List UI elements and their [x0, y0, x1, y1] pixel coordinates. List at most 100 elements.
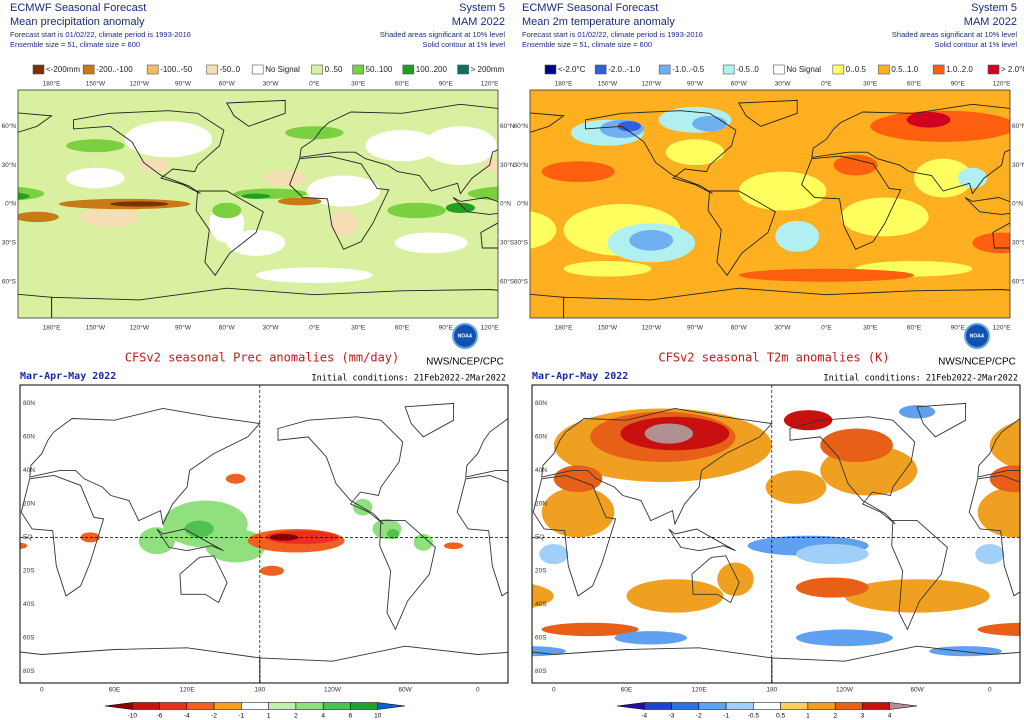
lon-label: 180°E [555, 324, 573, 332]
coastline [29, 407, 261, 526]
agency: NWS/NCEP/CPC [938, 357, 1016, 368]
anomaly-area [765, 470, 827, 504]
colorbar-segment [644, 702, 672, 710]
period: Mar-Apr-May 2022 [20, 371, 116, 382]
colorbar-segment [159, 702, 188, 710]
header-text: Forecast start is 01/02/22, climate peri… [10, 30, 191, 39]
legend-swatch [352, 64, 364, 75]
map-frame [19, 384, 509, 684]
anomaly-area [445, 202, 475, 214]
lon-label: 0 [40, 687, 44, 694]
map-layer [18, 99, 498, 318]
lon-label: 90°E [951, 80, 966, 88]
lon-label: 30°E [351, 80, 366, 88]
legend-swatch [402, 64, 415, 75]
coastline [668, 528, 736, 552]
lon-label: 150°W [86, 324, 106, 332]
colorbar-segment [698, 702, 727, 710]
anomaly-area [913, 158, 973, 198]
colorbar-segment [807, 702, 836, 710]
header-text: Mean 2m temperature anomaly [522, 16, 675, 28]
lon-label: 60°E [907, 80, 922, 88]
lon-label: 150°W [598, 80, 618, 88]
coastline [20, 647, 261, 683]
anomaly-area [833, 154, 878, 176]
panel-title: CFSv2 seasonal T2m anomalies (K) [658, 351, 889, 365]
anomaly-area [617, 121, 641, 132]
lon-label: 60W [398, 687, 412, 694]
anomaly-area [18, 192, 30, 200]
lat-label: 20S [23, 568, 35, 575]
legend-label: <-200mm [46, 65, 80, 74]
header-text: Solid contour at 1% level [934, 40, 1017, 49]
lon-label: 60°W [219, 80, 236, 88]
colorbar-label: -4 [641, 713, 647, 720]
colorbar-segment [862, 702, 890, 710]
lat-label: 0°N [500, 200, 511, 208]
lon-label: 60°W [731, 80, 748, 88]
anomaly-area [717, 562, 754, 596]
coastline [156, 528, 224, 552]
anomaly-area [66, 139, 125, 153]
ecmwf-panel: ECMWF Seasonal Forecast Mean precipitatio… [1, 2, 514, 332]
lon-label: 120°W [641, 324, 661, 332]
colorbar-segment [132, 702, 160, 710]
coastline [916, 402, 967, 438]
anomaly-area [906, 112, 951, 128]
anomaly-area [989, 465, 1020, 493]
anomaly-area [0, 429, 21, 462]
lon-label: 120W [324, 687, 342, 694]
cfs-panel: CFSv2 seasonal T2m anomalies (K) NOAA NWS/… [0, 323, 1021, 720]
anomaly-area [796, 577, 869, 598]
coastline [73, 110, 225, 195]
anomaly-area [365, 130, 439, 162]
anomaly-area [269, 534, 299, 541]
legend-label: 0.5..1.0 [891, 65, 918, 74]
lon-label: 180°E [43, 324, 61, 332]
lon-label: 90°E [439, 324, 454, 332]
coastline [179, 555, 228, 604]
period: Mar-Apr-May 2022 [532, 371, 628, 382]
lat-label: 80N [535, 400, 547, 407]
legend-swatch [206, 64, 218, 75]
anomaly-area [738, 171, 827, 211]
legend-swatch [773, 64, 785, 75]
lon-label: 120°E [481, 324, 499, 332]
anomaly-area [394, 232, 468, 254]
lat-label: 30°N [1, 161, 16, 169]
anomaly-area [20, 542, 28, 549]
lon-label: 30°W [263, 324, 280, 332]
lat-label: 60°S [2, 277, 17, 285]
header-text: Mean precipitation anomaly [10, 16, 145, 28]
lon-label: 0 [552, 687, 556, 694]
lon-label: 120°E [993, 324, 1011, 332]
anomaly-area [844, 579, 990, 613]
coastline [707, 190, 776, 277]
anomaly-area [975, 544, 1005, 565]
legend-swatch [658, 64, 671, 75]
anomaly-area [541, 487, 615, 538]
coastline [585, 110, 737, 195]
anomaly-area [989, 419, 1020, 471]
anomaly-area [277, 197, 322, 206]
lon-label: 180°E [555, 80, 573, 88]
lat-label: 30°N [1012, 161, 1024, 169]
anomaly-area [530, 211, 557, 249]
anomaly-area [977, 622, 1020, 637]
coastline [532, 647, 773, 683]
colorbar-segment [322, 702, 351, 710]
anomaly-area [532, 646, 566, 657]
colorbar-label: -1 [238, 713, 244, 720]
colorbar-label: -2 [211, 713, 217, 720]
coastline [964, 197, 1010, 215]
colorbar-arrow [616, 702, 645, 710]
lat-label: 60N [23, 434, 35, 441]
anomaly-area [541, 161, 615, 182]
coastline [0, 403, 18, 437]
anomaly-area [532, 583, 554, 608]
anomaly-area [138, 527, 176, 555]
lon-label: 120°W [129, 324, 149, 332]
lon-label: 120°W [641, 80, 661, 88]
lon-label: 0°E [821, 80, 832, 88]
